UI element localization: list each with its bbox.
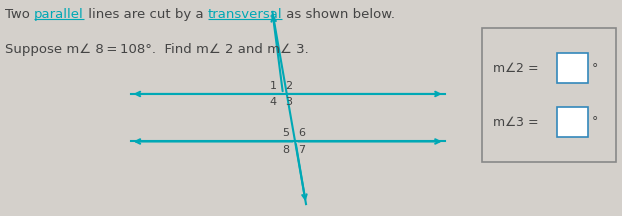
Text: 8: 8: [282, 145, 289, 155]
Bar: [482, 28, 616, 162]
Text: transversal: transversal: [208, 8, 282, 21]
Text: 5: 5: [282, 128, 289, 138]
Text: m$\angle$3 =: m$\angle$3 =: [492, 115, 540, 129]
Bar: [557, 53, 588, 83]
Text: 6: 6: [298, 128, 305, 138]
Text: 4: 4: [269, 97, 277, 107]
Text: 2: 2: [285, 81, 292, 91]
Text: °: °: [592, 115, 598, 128]
Text: Two: Two: [5, 8, 34, 21]
Text: lines are cut by a: lines are cut by a: [84, 8, 208, 21]
Text: °: °: [592, 62, 598, 75]
Text: parallel: parallel: [34, 8, 84, 21]
Text: as shown below.: as shown below.: [282, 8, 396, 21]
Bar: [557, 107, 588, 137]
Text: 1: 1: [269, 81, 277, 91]
Text: Suppose m∠ 8 = 108°.  Find m∠ 2 and m∠ 3.: Suppose m∠ 8 = 108°. Find m∠ 2 and m∠ 3.: [5, 43, 309, 56]
Text: 3: 3: [285, 97, 292, 107]
Text: m$\angle$2 =: m$\angle$2 =: [492, 61, 540, 75]
Text: 7: 7: [298, 145, 305, 155]
